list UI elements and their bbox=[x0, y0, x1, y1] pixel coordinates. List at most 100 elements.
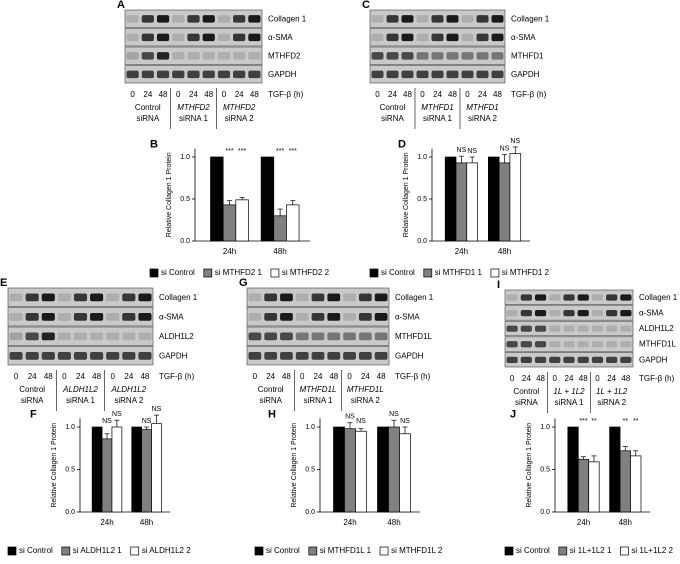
blot-band bbox=[620, 341, 632, 348]
blot-band bbox=[591, 294, 604, 301]
panel-label: H bbox=[268, 408, 276, 420]
blot-band bbox=[506, 309, 518, 317]
legend-swatch bbox=[61, 546, 71, 556]
blot-band bbox=[280, 351, 293, 360]
blot-band bbox=[416, 33, 429, 42]
blot-band bbox=[248, 312, 262, 321]
legend-swatch bbox=[149, 268, 159, 278]
blot-row-label: GAPDH bbox=[639, 355, 668, 364]
lane-label: 48 bbox=[403, 90, 412, 99]
blot-band bbox=[506, 325, 518, 332]
panel-label: C bbox=[362, 0, 370, 11]
blot-band bbox=[343, 312, 356, 321]
group-label: siRNA bbox=[259, 396, 282, 405]
lane-label: 24 bbox=[76, 372, 85, 381]
blot-row-label: GAPDH bbox=[159, 351, 188, 360]
y-tick-label: 0.5 bbox=[540, 466, 550, 473]
bar bbox=[388, 426, 400, 513]
blot-band bbox=[431, 70, 444, 79]
blot-row-label: Collagen 1 bbox=[639, 293, 678, 302]
group-label: siRNA 1 bbox=[555, 398, 584, 407]
blot-band bbox=[295, 332, 309, 341]
bar bbox=[91, 426, 103, 513]
blot-band bbox=[563, 309, 575, 317]
group-label: siRNA bbox=[21, 396, 44, 405]
blot-band bbox=[620, 294, 632, 301]
x-tick-label: 24h bbox=[100, 518, 113, 527]
x-tick-label: 48h bbox=[619, 518, 632, 527]
legend-label: si 1L+1L2 1 bbox=[570, 546, 612, 555]
lane-label: 24 bbox=[388, 90, 397, 99]
group-label: Control bbox=[513, 387, 539, 396]
blot-row-label: MTHFD1 bbox=[511, 51, 544, 60]
legend-swatch bbox=[130, 546, 140, 556]
blot-band bbox=[172, 33, 185, 42]
blot-band bbox=[280, 312, 293, 321]
blot-band bbox=[248, 70, 261, 79]
lane-label: 48 bbox=[282, 372, 291, 381]
blot-band bbox=[41, 332, 55, 341]
blot-band bbox=[126, 70, 139, 79]
blot-row bbox=[369, 46, 506, 65]
blot-band bbox=[106, 332, 120, 341]
lane-label: 48 bbox=[493, 90, 502, 99]
blot-band bbox=[138, 293, 152, 302]
blot-row-label: ALDH1L2 bbox=[159, 332, 194, 341]
blot-band bbox=[461, 15, 474, 23]
bar bbox=[567, 426, 579, 513]
blot-band bbox=[520, 294, 532, 301]
blot-band bbox=[491, 52, 504, 60]
panel-label: D bbox=[398, 139, 406, 151]
group-label: 1L + 1L2 bbox=[553, 387, 585, 396]
blot-band bbox=[187, 15, 200, 23]
blot-band bbox=[126, 15, 139, 23]
blot-row-label: ALDH1L2 bbox=[639, 324, 674, 333]
bar bbox=[111, 426, 123, 513]
blot-band bbox=[248, 33, 261, 42]
blot-band bbox=[606, 325, 618, 332]
lane-label: 48 bbox=[579, 374, 588, 383]
bar bbox=[466, 162, 478, 242]
blot-band bbox=[620, 356, 632, 364]
blot-band bbox=[491, 33, 504, 42]
bar bbox=[609, 426, 621, 513]
y-tick-label: 1.0 bbox=[540, 424, 550, 431]
blot-band bbox=[141, 15, 154, 23]
lane-label: 48 bbox=[621, 374, 630, 383]
blot-band bbox=[25, 332, 39, 341]
lane-label: 0 bbox=[375, 90, 380, 99]
blot-band bbox=[431, 33, 444, 42]
x-tick-label: 24h bbox=[343, 518, 356, 527]
blot-band bbox=[57, 332, 71, 341]
x-tick-label: 48h bbox=[387, 518, 400, 527]
legend-swatch bbox=[369, 268, 379, 278]
significance-label: NS bbox=[112, 411, 122, 418]
blot-band bbox=[549, 325, 561, 332]
blot-band bbox=[202, 70, 215, 79]
significance-label: NS bbox=[345, 414, 355, 421]
blot-band bbox=[343, 351, 356, 360]
blot-row-label: Collagen 1 bbox=[159, 293, 198, 302]
blot-band bbox=[25, 312, 39, 321]
blot-band bbox=[57, 312, 71, 321]
blot-band bbox=[122, 332, 136, 341]
blot-band bbox=[172, 70, 185, 79]
y-tick-label: 1.0 bbox=[417, 154, 427, 161]
blot-band bbox=[549, 294, 561, 301]
lane-label: 24 bbox=[235, 90, 244, 99]
blot-band bbox=[156, 15, 170, 23]
blot-band bbox=[233, 70, 246, 79]
blot-band bbox=[549, 309, 561, 317]
blot-row-label: α-SMA bbox=[268, 33, 293, 42]
bar bbox=[488, 156, 500, 242]
blot-band bbox=[141, 70, 154, 79]
blot-band bbox=[506, 294, 518, 301]
legend-label: si ALDH1L2 2 bbox=[142, 546, 191, 555]
y-tick-label: 0.5 bbox=[65, 466, 75, 473]
blot-band bbox=[401, 33, 414, 42]
blot-band bbox=[233, 33, 246, 42]
y-tick-label: 0.0 bbox=[417, 238, 427, 245]
x-tick-label: 24h bbox=[455, 247, 468, 256]
blot-band bbox=[311, 332, 325, 341]
y-axis-label: Relative Collagen 1 Protein bbox=[403, 152, 410, 237]
